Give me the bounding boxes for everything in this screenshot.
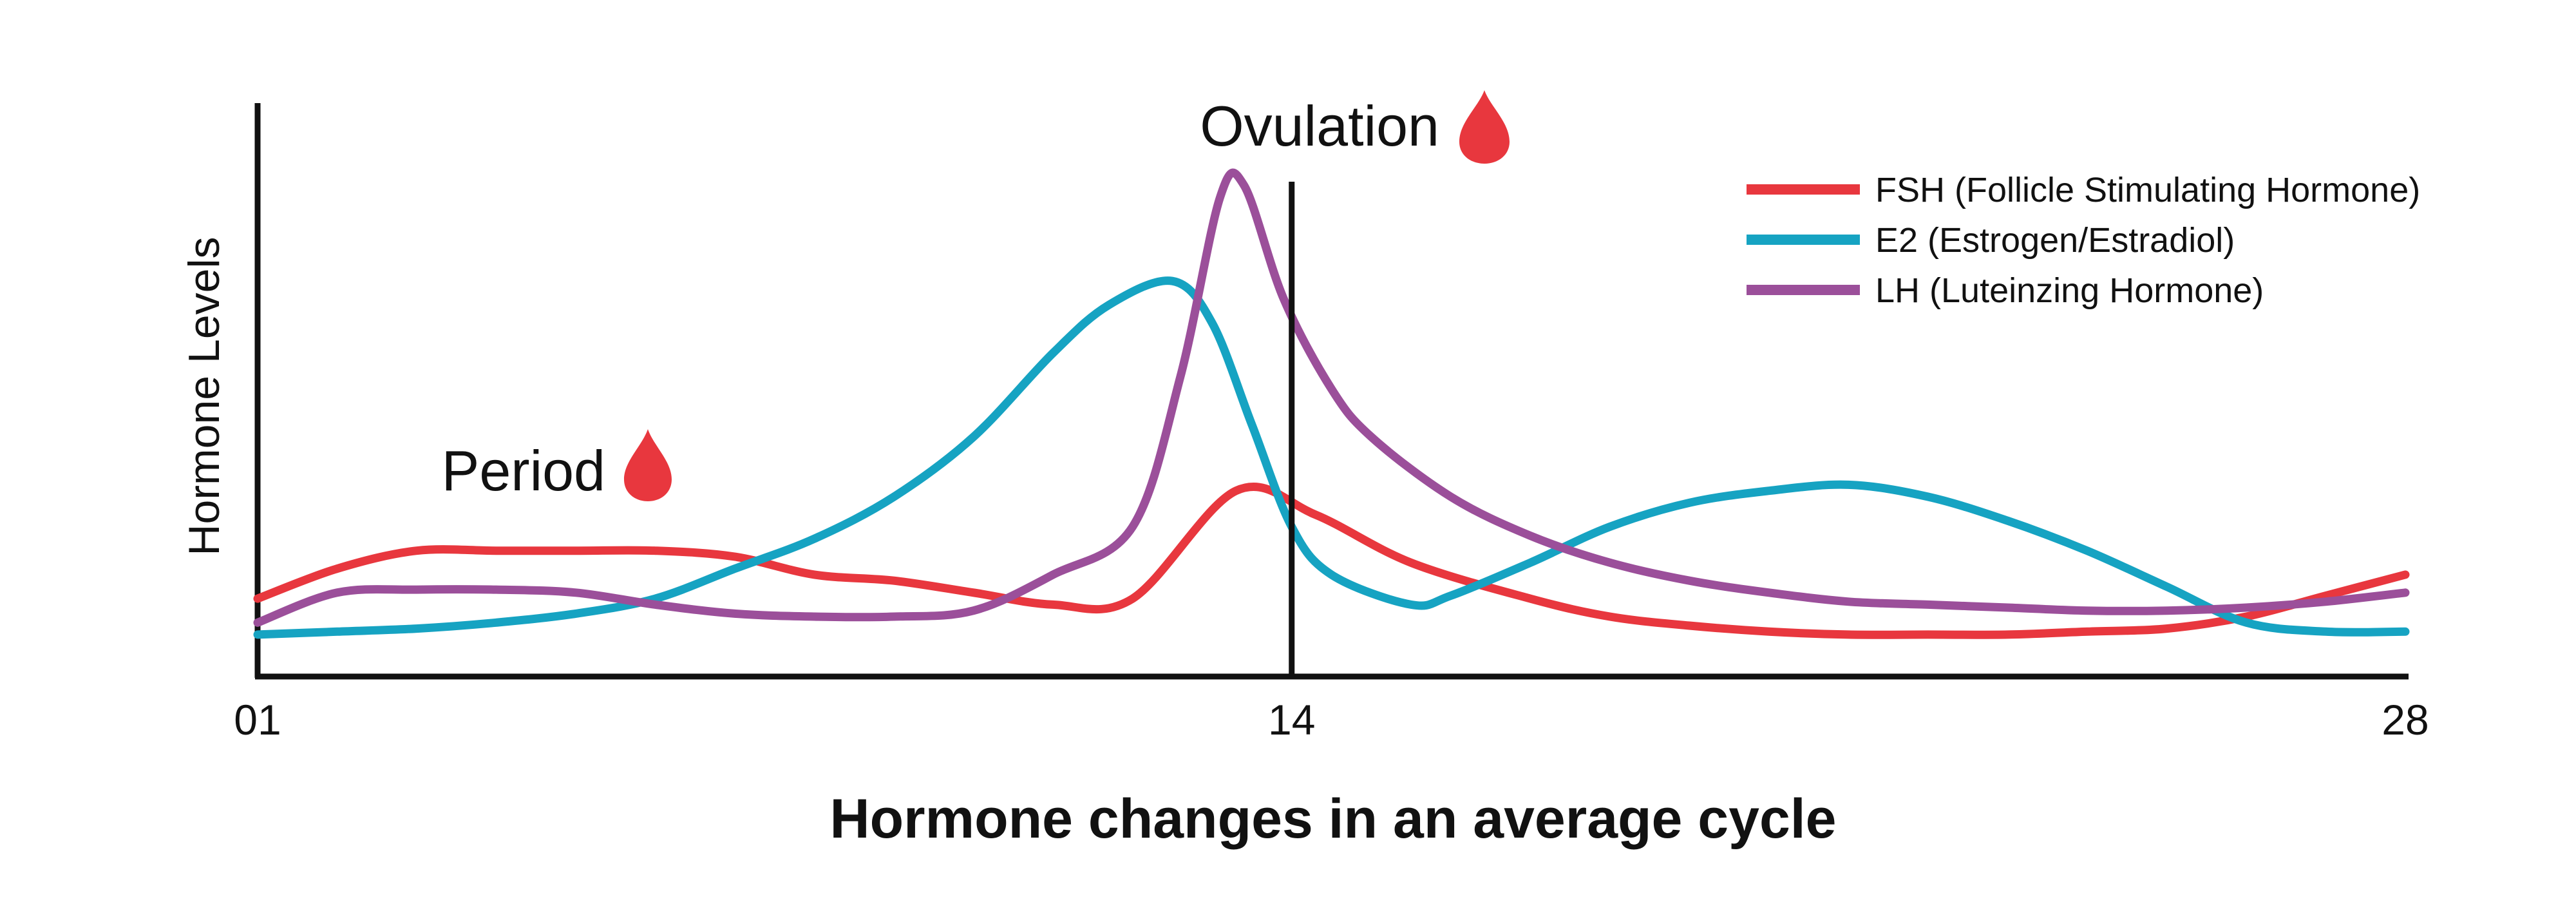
series-line-lh bbox=[253, 168, 2410, 627]
legend-item-lh: LH (Luteinzing Hormone) bbox=[1747, 271, 2264, 310]
ovulation-annotation: Ovulation bbox=[1200, 90, 1510, 164]
x-tick-label-28: 28 bbox=[2382, 696, 2429, 744]
legend-swatch-lh bbox=[1747, 285, 1860, 295]
series-line-fsh bbox=[253, 483, 2410, 639]
legend-item-fsh: FSH (Follicle Stimulating Hormone) bbox=[1747, 171, 2420, 209]
legend-label-e2: E2 (Estrogen/Estradiol) bbox=[1875, 221, 2235, 260]
period-drop-icon bbox=[624, 429, 672, 501]
chart-title: Hormone changes in an average cycle bbox=[830, 788, 1837, 850]
x-tick-labels: 01 14 28 bbox=[234, 696, 2429, 744]
x-tick-label-14: 14 bbox=[1268, 696, 1315, 744]
x-tick-label-01: 01 bbox=[234, 696, 281, 744]
ovulation-label: Ovulation bbox=[1200, 94, 1439, 158]
legend: FSH (Follicle Stimulating Hormone) E2 (E… bbox=[1747, 171, 2420, 310]
legend-swatch-fsh bbox=[1747, 184, 1860, 195]
period-annotation: Period bbox=[442, 429, 672, 503]
period-label: Period bbox=[442, 439, 605, 503]
ovulation-drop-icon bbox=[1459, 90, 1510, 164]
series-lines bbox=[253, 168, 2410, 639]
legend-label-lh: LH (Luteinzing Hormone) bbox=[1875, 271, 2264, 310]
series-line-e2 bbox=[253, 276, 2410, 639]
y-axis-label: Hormone Levels bbox=[180, 236, 229, 555]
legend-swatch-e2 bbox=[1747, 235, 1860, 245]
legend-label-fsh: FSH (Follicle Stimulating Hormone) bbox=[1875, 171, 2420, 209]
legend-item-e2: E2 (Estrogen/Estradiol) bbox=[1747, 221, 2235, 260]
